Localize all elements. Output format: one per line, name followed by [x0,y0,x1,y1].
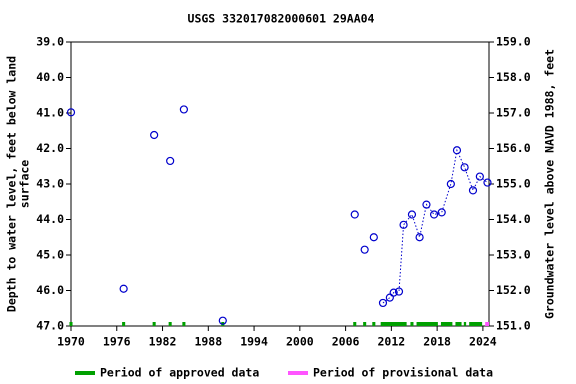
data-point [350,210,359,219]
x-tick-label: 2012 [378,335,406,349]
period-bar [469,322,483,326]
data-point [166,156,175,166]
y-tick-label: 47.0 [36,319,64,333]
y2-tick-label: 154.0 [496,212,531,226]
data-line [382,148,488,304]
period-bar [182,322,186,326]
x-tick-label: 2024 [469,335,497,349]
y-tick-label: 42.0 [36,141,64,155]
y2-tick-label: 156.0 [496,141,531,155]
data-point [369,233,378,242]
period-bar [168,322,172,326]
y-tick-label: 43.0 [36,177,64,191]
y-tick-label: 45.0 [36,248,64,262]
x-tick-label: 2006 [332,335,360,349]
x-tick-label: 2018 [423,335,451,349]
data-point [394,287,404,296]
period-bar [410,322,414,326]
period-bar [455,322,462,326]
x-tick-label: 1976 [103,335,131,349]
legend-label: Period of approved data [100,366,259,380]
data-point [437,208,446,217]
period-bar [380,322,407,326]
data-point [378,298,388,308]
legend-label: Period of provisional data [313,366,493,380]
data-point [429,210,439,219]
data-point [360,245,369,254]
data-point [179,105,188,114]
y2-tick-label: 157.0 [496,106,531,120]
y2-tick-label: 155.0 [496,177,531,191]
x-tick-label: 1970 [57,335,85,349]
data-point [460,163,469,172]
data-point [422,200,431,209]
data-point [446,179,455,189]
period-bar [353,322,357,326]
data-point [468,186,478,195]
data-point [415,233,424,242]
y-tick-label: 46.0 [36,283,64,297]
y2-tick-label: 151.0 [496,319,531,333]
y2-axis-label: Groundwater level above NAVD 1988, feet [543,49,557,319]
y-axis-label: Depth to water level, feet below land [5,56,19,312]
plot-frame [70,41,490,327]
data-point [475,172,484,181]
chart-title: USGS 332017082000601 29AA04 [188,12,375,26]
y-tick-label: 44.0 [36,212,64,226]
period-bar [122,322,126,326]
period-bar [416,322,438,326]
period-bar [69,322,73,326]
y2-tick-label: 152.0 [496,283,531,297]
data-point [119,284,128,293]
data-point [452,146,462,155]
y2-tick-label: 158.0 [496,70,531,84]
data-point [150,130,159,140]
x-tick-label: 1982 [149,335,177,349]
period-bar [363,322,367,326]
x-tick-label: 1988 [194,335,222,349]
period-bar [463,322,467,326]
data-point [385,293,394,302]
data-point [66,108,76,117]
y-tick-label: 39.0 [36,35,64,49]
y-tick-label: 40.0 [36,70,64,84]
y-axis-label: surface [18,160,32,209]
data-point [483,178,492,187]
data-point [399,220,408,229]
period-bar [372,322,376,326]
period-bar [440,322,453,326]
period-bar [152,322,156,326]
y-tick-label: 41.0 [36,106,64,120]
y2-tick-label: 159.0 [496,35,531,49]
y2-tick-label: 153.0 [496,248,531,262]
data-point [407,210,417,219]
x-tick-label: 2000 [286,335,314,349]
period-bar [485,322,489,326]
data-point [389,288,398,297]
x-tick-label: 1994 [240,335,268,349]
data-point [218,316,227,325]
